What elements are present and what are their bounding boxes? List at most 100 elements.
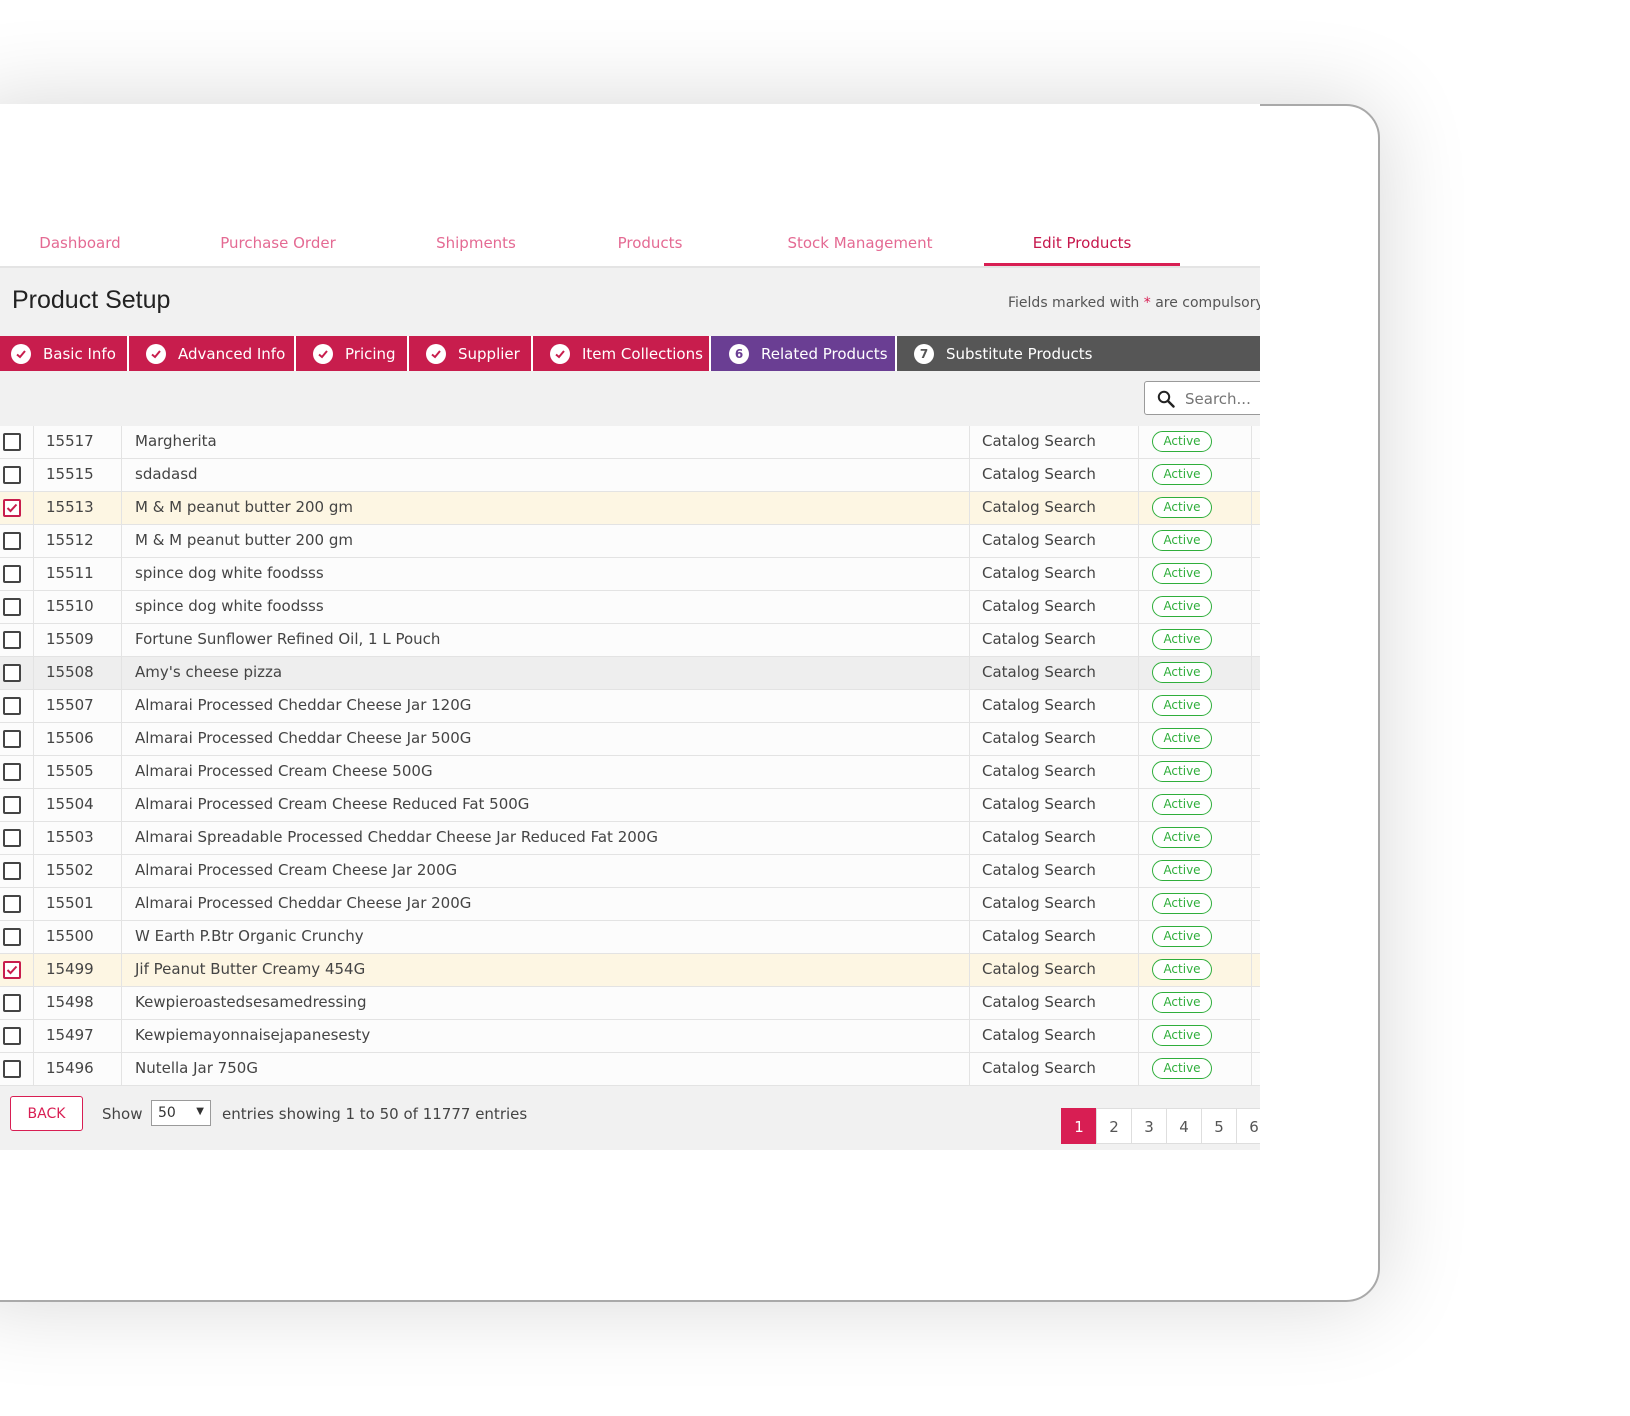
row-checkbox[interactable]	[3, 1027, 21, 1045]
status-cell: Active	[1140, 492, 1252, 524]
table-row[interactable]: 15506 Almarai Processed Cheddar Cheese Ja…	[0, 723, 1260, 756]
products-table: 15517 Margherita Catalog Search Active 15515…	[0, 426, 1260, 1086]
table-row[interactable]: 15503 Almarai Spreadable Processed Chedda…	[0, 822, 1260, 855]
tab-pricing[interactable]: Pricing	[296, 336, 409, 371]
row-checkbox[interactable]	[3, 598, 21, 616]
nav-item-stock-management[interactable]: Stock Management	[787, 234, 933, 252]
table-row[interactable]: 15508 Amy's cheese pizza Catalog Search Act…	[0, 657, 1260, 690]
row-checkbox[interactable]	[3, 466, 21, 484]
table-row[interactable]: 15496 Nutella Jar 750G Catalog Search Activ…	[0, 1053, 1260, 1086]
nav-item-edit-products[interactable]: Edit Products	[984, 228, 1180, 266]
table-row[interactable]: 15517 Margherita Catalog Search Active	[0, 426, 1260, 459]
tab-substitute-products[interactable]: 7 Substitute Products	[897, 336, 1260, 371]
row-checkbox[interactable]	[3, 895, 21, 913]
row-checkbox[interactable]	[3, 961, 21, 979]
row-checkbox[interactable]	[3, 697, 21, 715]
status-cell: Active	[1140, 558, 1252, 590]
tab-item-collections[interactable]: Item Collections	[533, 336, 711, 371]
status-badge: Active	[1152, 530, 1212, 551]
page-button[interactable]: 5	[1201, 1108, 1237, 1144]
table-row[interactable]: 15512 M & M peanut butter 200 gm Catalog S…	[0, 525, 1260, 558]
row-checkbox-cell	[0, 822, 34, 854]
entries-info: entries showing 1 to 50 of 11777 entries	[222, 1105, 528, 1123]
tab-basic-info[interactable]: Basic Info	[0, 336, 129, 371]
row-checkbox[interactable]	[3, 994, 21, 1012]
product-name: Amy's cheese pizza	[123, 657, 970, 689]
row-checkbox-cell	[0, 690, 34, 722]
status-cell: Active	[1140, 426, 1252, 458]
product-id: 15510	[34, 591, 122, 623]
table-row[interactable]: 15497 Kewpiemayonnaisejapanesesty Catalog …	[0, 1020, 1260, 1053]
product-name: M & M peanut butter 200 gm	[123, 492, 970, 524]
row-checkbox[interactable]	[3, 829, 21, 847]
check-icon	[426, 343, 446, 364]
row-checkbox-cell	[0, 624, 34, 656]
page-button[interactable]: 4	[1166, 1108, 1202, 1144]
table-row[interactable]: 15513 M & M peanut butter 200 gm Catalog S…	[0, 492, 1260, 525]
product-source: Catalog Search	[971, 855, 1139, 887]
tab-related-products[interactable]: 6 Related Products	[711, 336, 897, 371]
table-footer: BACK Show 50 ▼ entries showing 1 to 50 o…	[0, 1090, 1260, 1150]
status-badge: Active	[1152, 794, 1212, 815]
table-row[interactable]: 15507 Almarai Processed Cheddar Cheese Ja…	[0, 690, 1260, 723]
table-row[interactable]: 15509 Fortune Sunflower Refined Oil, 1 L …	[0, 624, 1260, 657]
row-checkbox[interactable]	[3, 928, 21, 946]
tab-advanced-info[interactable]: Advanced Info	[129, 336, 296, 371]
status-badge: Active	[1152, 1058, 1212, 1079]
status-badge: Active	[1152, 596, 1212, 617]
row-checkbox-cell	[0, 954, 34, 986]
product-name: Almarai Processed Cheddar Cheese Jar 500…	[123, 723, 970, 755]
row-checkbox[interactable]	[3, 796, 21, 814]
page-button[interactable]: 3	[1131, 1108, 1167, 1144]
row-checkbox[interactable]	[3, 532, 21, 550]
row-checkbox-cell	[0, 558, 34, 590]
back-button[interactable]: BACK	[10, 1096, 83, 1131]
status-cell: Active	[1140, 756, 1252, 788]
product-name: Kewpieroastedsesamedressing	[123, 987, 970, 1019]
row-checkbox[interactable]	[3, 862, 21, 880]
row-checkbox[interactable]	[3, 1060, 21, 1078]
table-row[interactable]: 15499 Jif Peanut Butter Creamy 454G Catalo…	[0, 954, 1260, 987]
status-cell: Active	[1140, 525, 1252, 557]
tab-supplier[interactable]: Supplier	[409, 336, 533, 371]
row-checkbox[interactable]	[3, 433, 21, 451]
table-row[interactable]: 15502 Almarai Processed Cream Cheese Jar …	[0, 855, 1260, 888]
table-row[interactable]: 15498 Kewpieroastedsesamedressing Catalog …	[0, 987, 1260, 1020]
nav-item-shipments[interactable]: Shipments	[436, 234, 516, 252]
product-source: Catalog Search	[971, 525, 1139, 557]
status-cell: Active	[1140, 888, 1252, 920]
page-button[interactable]: 2	[1096, 1108, 1132, 1144]
status-cell: Active	[1140, 921, 1252, 953]
product-id: 15497	[34, 1020, 122, 1052]
page-button[interactable]: 1	[1061, 1108, 1097, 1144]
product-name: spince dog white foodsss	[123, 558, 970, 590]
nav-item-products[interactable]: Products	[617, 234, 683, 252]
table-row[interactable]: 15505 Almarai Processed Cream Cheese 500G…	[0, 756, 1260, 789]
row-checkbox[interactable]	[3, 499, 21, 517]
row-checkbox[interactable]	[3, 664, 21, 682]
page-size-select[interactable]: 50 ▼	[151, 1100, 211, 1126]
page-button[interactable]: 6	[1236, 1108, 1260, 1144]
table-row[interactable]: 15511 spince dog white foodsss Catalog Sea…	[0, 558, 1260, 591]
row-checkbox[interactable]	[3, 565, 21, 583]
table-row[interactable]: 15515 sdadasd Catalog Search Active	[0, 459, 1260, 492]
table-row[interactable]: 15501 Almarai Processed Cheddar Cheese Ja…	[0, 888, 1260, 921]
product-source: Catalog Search	[971, 690, 1139, 722]
table-row[interactable]: 15504 Almarai Processed Cream Cheese Redu…	[0, 789, 1260, 822]
row-checkbox[interactable]	[3, 730, 21, 748]
row-checkbox[interactable]	[3, 763, 21, 781]
product-id: 15511	[34, 558, 122, 590]
product-id: 15509	[34, 624, 122, 656]
status-badge: Active	[1152, 893, 1212, 914]
table-row[interactable]: 15500 W Earth P.Btr Organic Crunchy Catalo…	[0, 921, 1260, 954]
table-row[interactable]: 15510 spince dog white foodsss Catalog Sea…	[0, 591, 1260, 624]
product-source: Catalog Search	[971, 987, 1139, 1019]
search-box[interactable]	[1144, 381, 1260, 415]
required-star: *	[1143, 295, 1151, 311]
row-checkbox-cell	[0, 855, 34, 887]
tab-label: Advanced Info	[178, 344, 286, 363]
nav-item-purchase-order[interactable]: Purchase Order	[220, 234, 336, 252]
nav-item-dashboard[interactable]: Dashboard	[39, 234, 121, 252]
row-checkbox[interactable]	[3, 631, 21, 649]
search-input[interactable]	[1183, 386, 1260, 412]
